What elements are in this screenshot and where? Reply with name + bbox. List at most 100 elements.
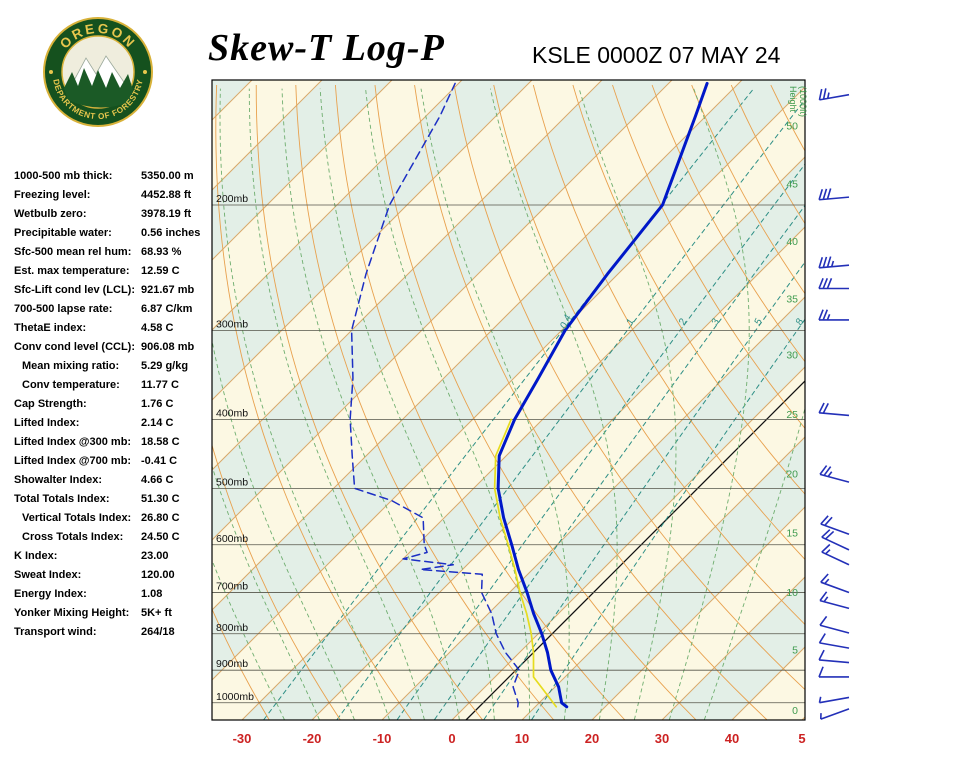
moist-adiabats <box>212 88 805 720</box>
index-label: Lifted Index @700 mb: <box>14 454 132 467</box>
height-axis-label: 50 <box>786 121 798 133</box>
height-axis-label: 15 <box>786 528 798 540</box>
pressure-label: 300mb <box>216 318 248 330</box>
temp-axis-label: -20 <box>303 731 322 746</box>
mixing-ratio-label: 8 <box>794 317 806 327</box>
freezing-reference-line <box>465 380 805 720</box>
height-axis-label: 35 <box>786 293 798 305</box>
pressure-label: 200mb <box>216 193 248 205</box>
pressure-label: 900mb <box>216 658 248 670</box>
index-label: Wetbulb zero: <box>14 207 87 220</box>
mixing-ratio-label: 0.4 <box>558 313 574 331</box>
wind-barb <box>818 649 850 664</box>
wind-barb <box>820 573 850 594</box>
height-axis-label: 40 <box>786 236 798 248</box>
station-datetime: KSLE 0000Z 07 MAY 24 <box>532 42 781 68</box>
odf-logo: OREGON DEPARTMENT OF FORESTRY <box>40 8 156 138</box>
index-row: Sfc-Lift cond lev (LCL): 921.67 mb <box>14 280 216 299</box>
index-label: Lifted Index: <box>14 416 80 429</box>
height-axis-label: 10 <box>786 587 798 599</box>
index-value: 2.14 C <box>141 416 174 429</box>
wind-barb <box>818 696 850 704</box>
index-label: Vertical Totals Index: <box>22 511 132 524</box>
index-label: Mean mixing ratio: <box>22 359 120 372</box>
wind-barb <box>819 465 850 483</box>
wind-barb <box>819 591 850 610</box>
index-row: Total Totals Index: 51.30 C <box>14 489 216 508</box>
index-value: 1.08 <box>141 587 163 600</box>
height-axis-title: Height (1000ft) <box>788 86 808 117</box>
wind-barb <box>818 88 850 101</box>
index-row: Wetbulb zero: 3978.19 ft <box>14 204 216 223</box>
index-row: K Index: 23.00 <box>14 546 216 565</box>
index-value: 921.67 mb <box>141 283 195 296</box>
index-value: 51.30 C <box>141 492 180 505</box>
plot-area <box>212 80 805 720</box>
height-axis-label: 5 <box>792 644 798 656</box>
pressure-labels: 200mb 300mb 400mb 500mb 600mb 700mb 800mb 900mb… <box>216 193 254 703</box>
index-value: 0.56 inches <box>141 226 201 239</box>
page-title: Skew-T Log-P <box>208 27 445 69</box>
height-axis-label: 45 <box>786 179 798 191</box>
wind-barb <box>821 543 850 566</box>
index-value: 4.58 C <box>141 321 174 334</box>
index-value: 5K+ ft <box>141 606 172 619</box>
index-value: -0.41 C <box>141 454 178 467</box>
height-axis-title-line: (1000ft) <box>798 86 808 117</box>
index-label: Transport wind: <box>14 625 97 638</box>
mixing-ratio-label: 3 <box>710 317 722 327</box>
index-row: Energy Index: 1.08 <box>14 584 216 603</box>
index-value: 5.29 g/kg <box>141 359 189 372</box>
index-label: Showalter Index: <box>14 473 103 486</box>
pressure-lines <box>212 204 805 704</box>
mixing-ratio-labels: 0.4 1 2 3 5 8 <box>558 313 806 331</box>
height-axis-label: 30 <box>786 350 798 362</box>
index-label: Freezing level: <box>14 188 91 201</box>
index-row: Mean mixing ratio: 5.29 g/kg <box>14 356 216 375</box>
height-axis-label: 0 <box>792 705 798 717</box>
wind-barb <box>818 666 849 678</box>
index-value: 24.50 C <box>141 530 180 543</box>
plot-border <box>211 79 806 721</box>
index-label: Total Totals Index: <box>14 492 110 505</box>
index-label: K Index: <box>14 549 58 562</box>
index-row: Conv temperature: 11.77 C <box>14 375 216 394</box>
index-value: 18.58 C <box>141 435 180 448</box>
wind-barb <box>818 256 850 269</box>
temp-axis-label: 20 <box>585 731 599 746</box>
temp-axis-labels: -30 -20 -10 0 10 20 30 40 5 <box>233 731 806 746</box>
index-label: Conv temperature: <box>22 378 120 391</box>
index-value: 11.77 C <box>141 378 179 391</box>
temp-axis-label: 5 <box>798 731 805 746</box>
isotherms <box>212 80 805 720</box>
index-value: 3978.19 ft <box>141 207 192 220</box>
index-label: 1000-500 mb thick: <box>14 169 113 182</box>
height-axis-label: 25 <box>786 409 798 421</box>
index-row: Cross Totals Index: 24.50 C <box>14 527 216 546</box>
index-value: 12.59 C <box>141 264 180 277</box>
index-value: 26.80 C <box>141 511 180 524</box>
temp-axis-label: 30 <box>655 731 669 746</box>
dry-adiabats <box>212 84 805 720</box>
temp-axis-label: -10 <box>373 731 392 746</box>
wind-barb <box>818 402 850 417</box>
wind-barb <box>821 529 850 551</box>
pressure-label: 1000mb <box>216 691 254 703</box>
wind-barb <box>819 615 850 634</box>
height-axis-label: 20 <box>786 468 798 480</box>
mixing-ratio-label: 1 <box>624 317 636 327</box>
index-row: Cap Strength: 1.76 C <box>14 394 216 413</box>
logo-forest-icon <box>64 68 133 108</box>
index-label: Energy Index: <box>14 587 87 600</box>
pressure-label: 600mb <box>216 533 248 545</box>
index-label: Precipitable water: <box>14 226 112 239</box>
index-label: Est. max temperature: <box>14 264 130 277</box>
wind-barb <box>820 708 850 720</box>
pressure-label: 500mb <box>216 476 248 488</box>
pressure-label: 400mb <box>216 407 248 419</box>
index-label: Sweat Index: <box>14 568 82 581</box>
index-value: 23.00 <box>141 549 169 562</box>
index-row: Transport wind: 264/18 <box>14 622 216 641</box>
wind-barb <box>820 515 850 536</box>
